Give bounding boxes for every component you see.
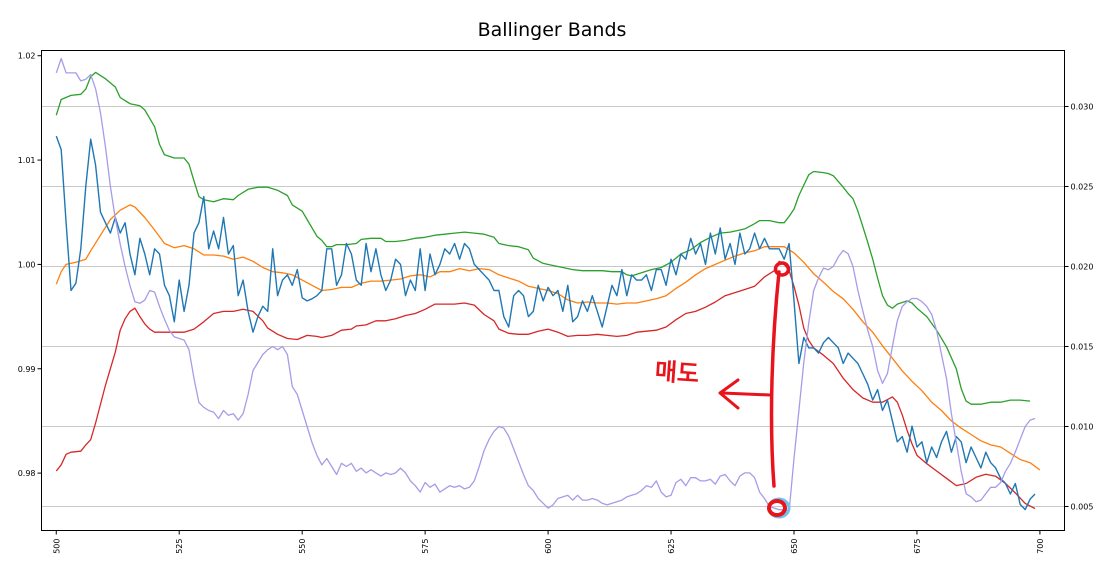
grid-lines: [41, 106, 1065, 507]
x-tick-label-650: 650: [790, 539, 799, 554]
x-tick-label-700: 700: [1036, 539, 1045, 554]
y-left-tick-label-0: 0.98: [18, 469, 36, 478]
annotation-bottom-circle: [767, 499, 787, 517]
y-axis-right: 0.005 0.010 0.015 0.020 0.025 0.030: [1064, 103, 1094, 512]
annotation-arrow: [718, 378, 772, 410]
annotation-vertical-stroke: [769, 270, 781, 488]
x-tick-label-575: 575: [421, 539, 430, 554]
x-tick-label-625: 625: [667, 539, 676, 554]
y-right-tick-label-5: 0.030: [1071, 103, 1094, 112]
annotation-top-circle: [773, 261, 791, 277]
x-tick-label-675: 675: [913, 539, 922, 554]
chart-title: Ballinger Bands: [478, 19, 627, 41]
x-axis: 500 525 550 575 600 625 650 675 700: [52, 530, 1045, 554]
y-right-tick-label-2: 0.015: [1071, 343, 1094, 352]
sell-annotation: 매도: [654, 261, 791, 519]
series-line-upper: [55, 71, 1031, 405]
y-right-tick-label-3: 0.020: [1071, 263, 1094, 272]
series-line-bandwidth: [55, 57, 1036, 512]
x-tick-label-525: 525: [175, 539, 184, 554]
y-left-tick-label-1: 0.99: [18, 365, 36, 374]
y-right-tick-label-1: 0.010: [1071, 423, 1094, 432]
y-right-tick-label-0: 0.005: [1071, 503, 1094, 512]
series-line-price: [55, 135, 1036, 511]
y-axis-left: 0.98 0.99 1.00 1.01 1.02: [18, 52, 42, 478]
series-layer: [55, 57, 1041, 512]
series-line-lower: [55, 260, 1036, 510]
x-tick-label-600: 600: [544, 539, 553, 554]
y-left-tick-label-2: 1.00: [18, 260, 36, 269]
y-left-tick-label-3: 1.01: [18, 156, 36, 165]
x-tick-label-550: 550: [298, 539, 307, 554]
annotation-sell-text: 매도: [654, 357, 700, 388]
y-left-tick-label-4: 1.02: [18, 52, 36, 61]
plot-frame: [41, 50, 1065, 531]
x-tick-label-500: 500: [52, 539, 61, 554]
y-right-tick-label-4: 0.025: [1071, 183, 1094, 192]
